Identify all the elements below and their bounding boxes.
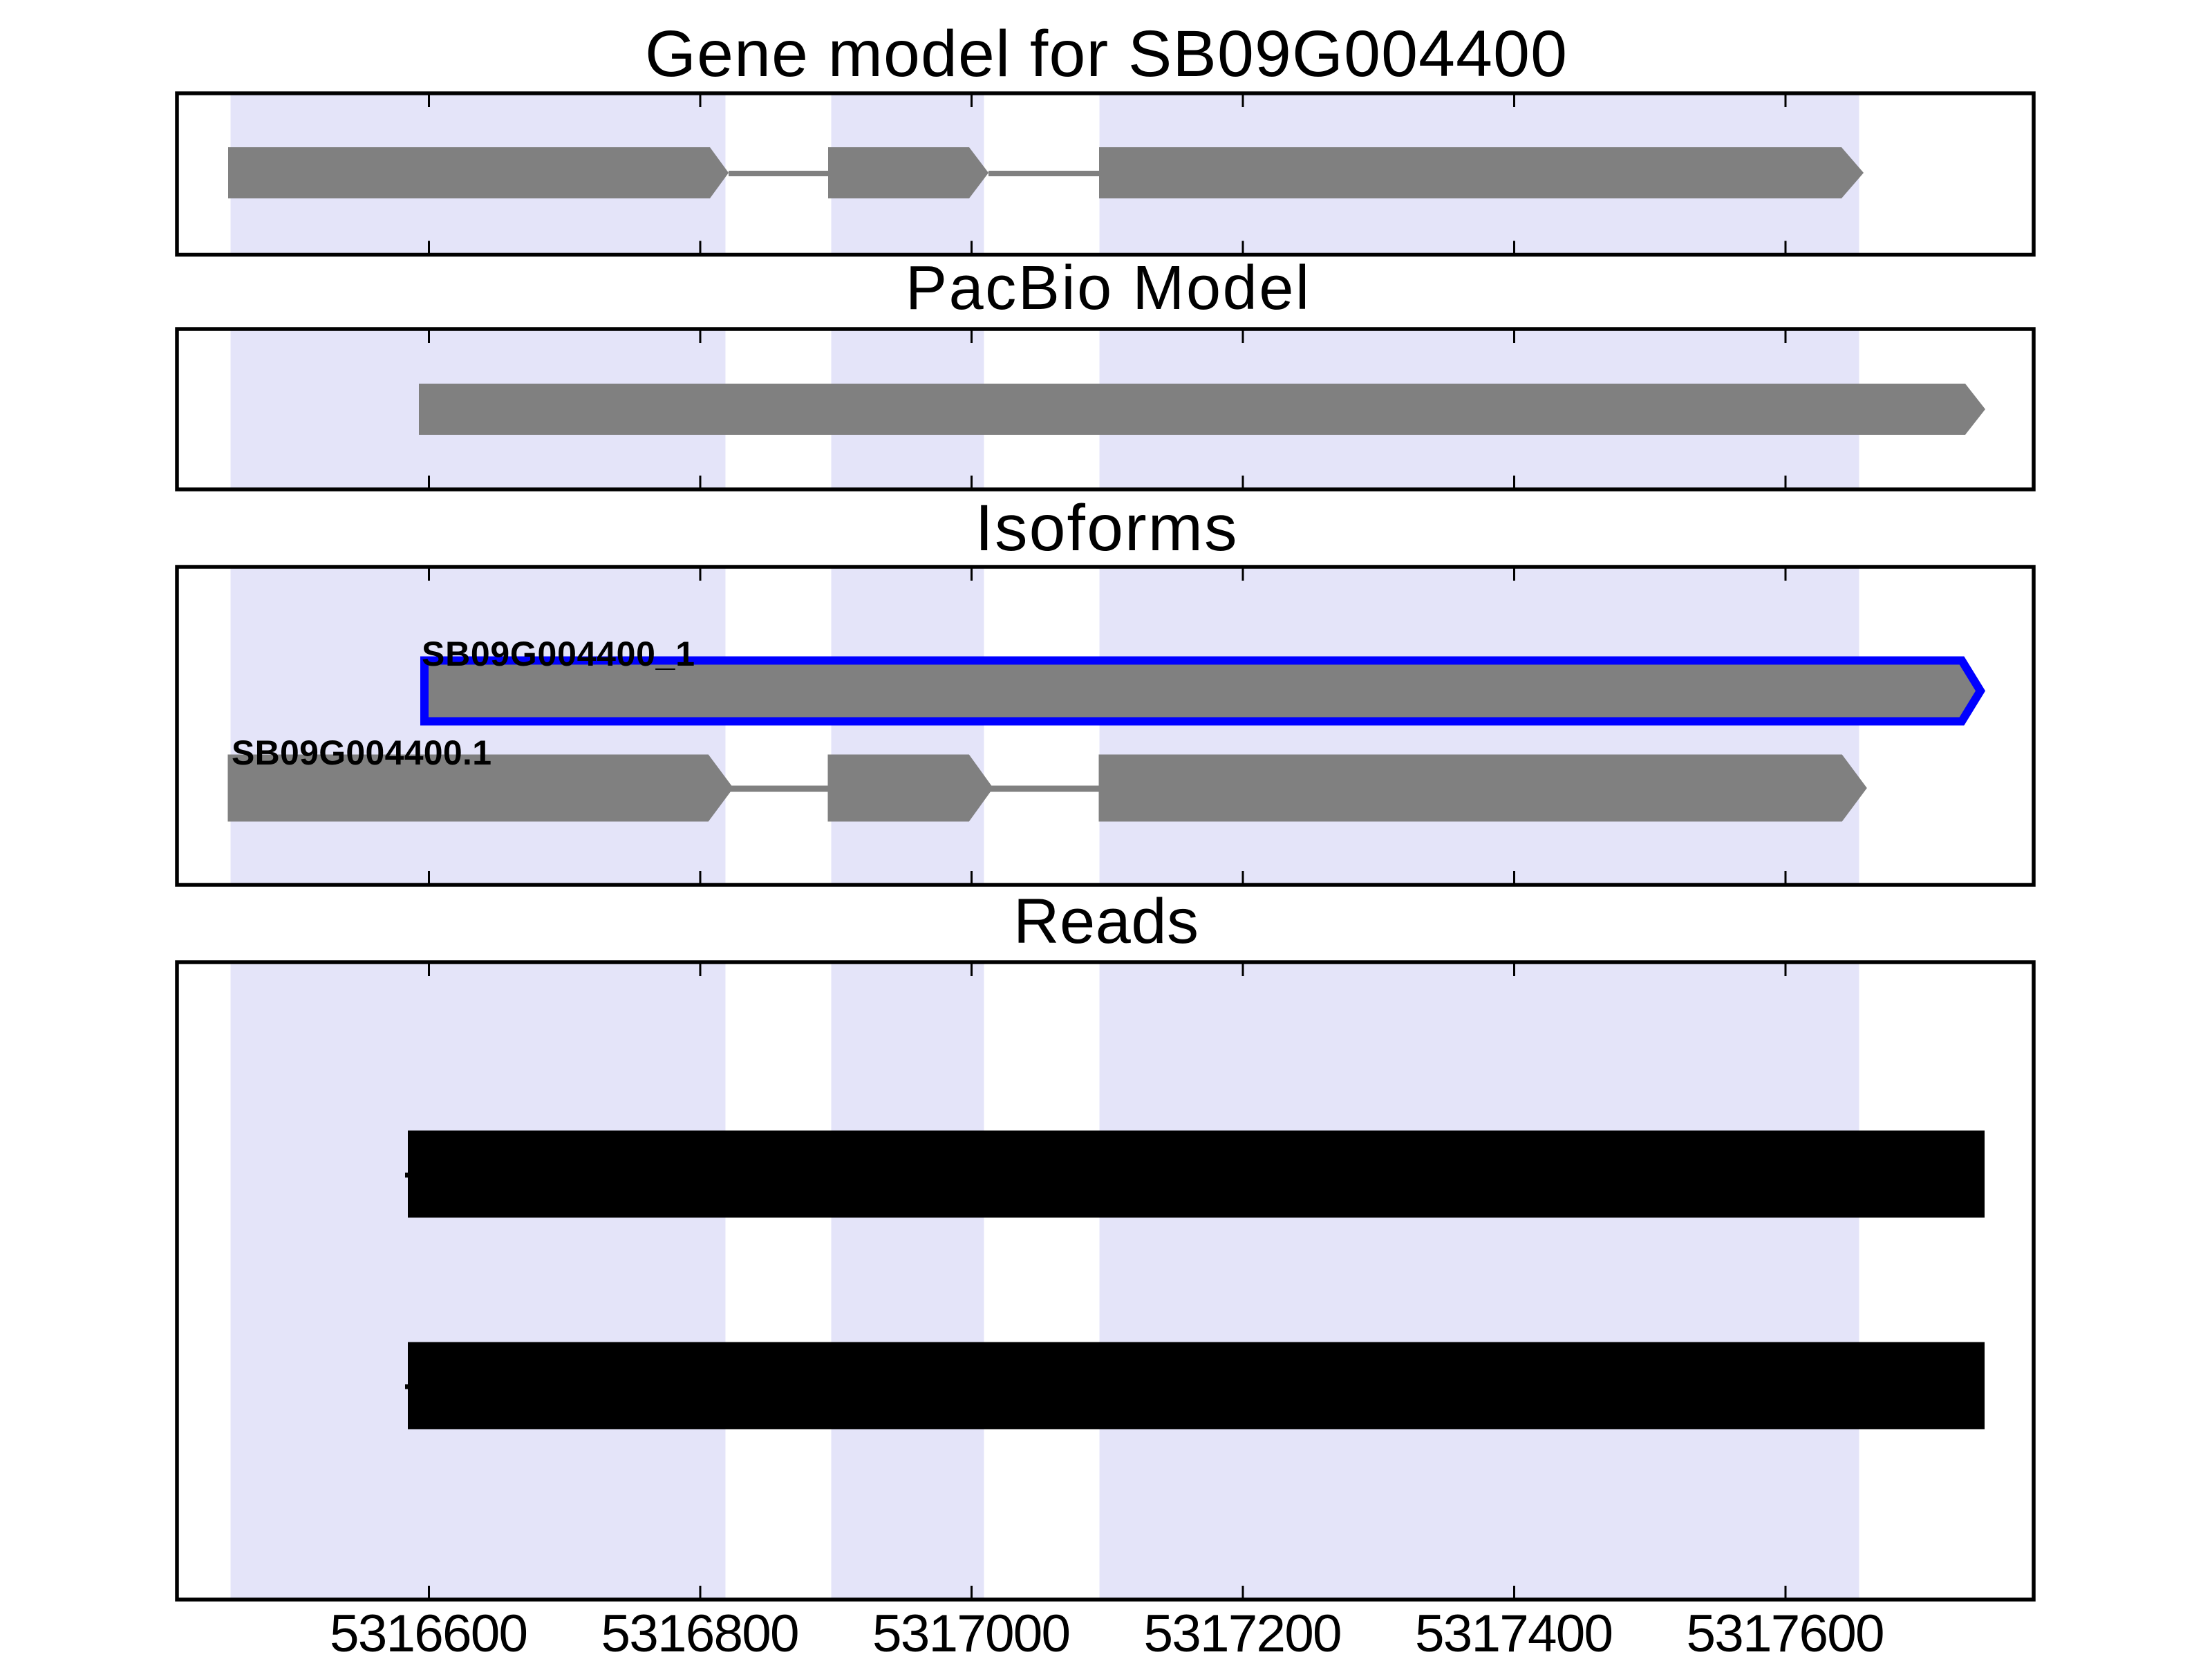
svg-text:5317000: 5317000: [872, 1604, 1071, 1659]
svg-text:SB09G004400.1: SB09G004400.1: [232, 733, 491, 772]
svg-text:5317400: 5317400: [1415, 1604, 1613, 1659]
svg-text:SB09G004400_1: SB09G004400_1: [422, 635, 695, 673]
svg-text:5317200: 5317200: [1144, 1604, 1342, 1659]
svg-text:Reads: Reads: [1013, 886, 1199, 957]
svg-text:5317600: 5317600: [1687, 1604, 1885, 1659]
svg-text:5316600: 5316600: [330, 1604, 528, 1659]
svg-text:Isoforms: Isoforms: [975, 491, 1237, 565]
svg-text:Gene model for SB09G004400: Gene model for SB09G004400: [645, 17, 1567, 91]
svg-text:5316800: 5316800: [601, 1604, 800, 1659]
svg-text:PacBio Model: PacBio Model: [906, 254, 1309, 323]
